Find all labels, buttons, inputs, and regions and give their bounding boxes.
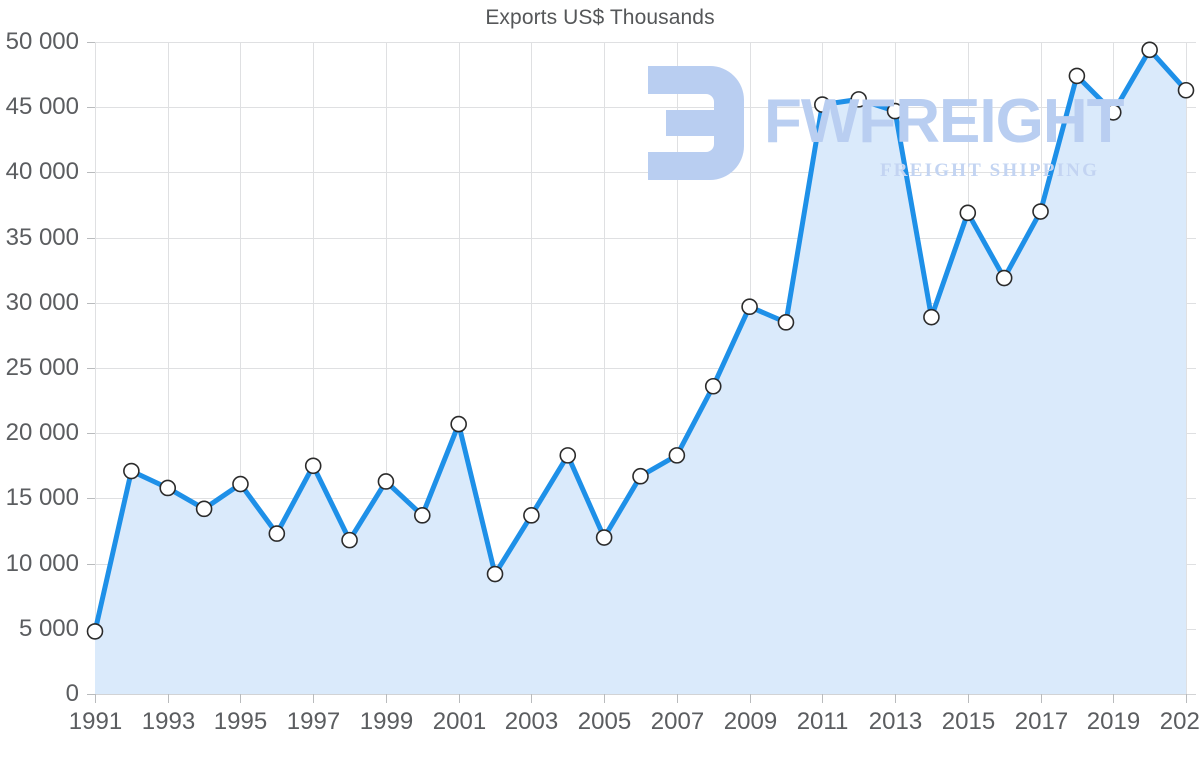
data-point-marker[interactable]	[450, 415, 467, 433]
x-axis-tick-label: 1995	[214, 708, 267, 735]
x-axis-tick-label: 1999	[360, 708, 413, 735]
data-point-marker[interactable]	[741, 298, 758, 316]
x-axis-tick-label: 2021	[1160, 708, 1200, 735]
data-point-marker[interactable]	[377, 473, 395, 490]
y-axis-tick-label: 20 000	[6, 419, 79, 446]
x-axis-tick-label: 2005	[578, 708, 631, 735]
data-point-marker[interactable]	[704, 377, 722, 395]
data-point-marker[interactable]	[850, 91, 868, 108]
data-point-marker[interactable]	[268, 525, 286, 542]
data-point-marker[interactable]	[886, 102, 904, 120]
x-axis-tick-label: 2019	[1087, 708, 1140, 735]
data-point-marker[interactable]	[959, 204, 977, 222]
data-point-marker[interactable]	[413, 507, 431, 524]
x-axis-tick-label: 2003	[505, 708, 558, 735]
x-axis-tick-label: 2015	[942, 708, 995, 735]
data-point-marker[interactable]	[1032, 203, 1049, 220]
data-point-marker[interactable]	[1068, 67, 1086, 85]
data-point-marker[interactable]	[1104, 104, 1122, 121]
data-point-marker[interactable]	[595, 529, 613, 546]
data-point-marker[interactable]	[304, 457, 322, 475]
y-axis-tick-label: 0	[66, 680, 79, 707]
data-point-marker[interactable]	[341, 531, 358, 549]
x-axis-tick-label: 2017	[1015, 708, 1068, 735]
data-point-marker[interactable]	[1141, 41, 1158, 59]
y-axis-tick-label: 40 000	[6, 158, 79, 185]
y-axis-tick-label: 15 000	[6, 484, 79, 511]
x-axis-tick-label: 2009	[724, 708, 777, 735]
data-point-marker[interactable]	[232, 475, 249, 493]
chart-title: Exports US$ Thousands	[485, 6, 715, 29]
y-axis-tick-label: 35 000	[6, 224, 79, 251]
x-axis-tick-label: 2013	[869, 708, 922, 735]
series-area-fill	[95, 49, 1186, 694]
data-point-marker[interactable]	[523, 507, 540, 524]
area-fill-group	[95, 49, 1186, 694]
data-point-markers-group	[86, 41, 1195, 640]
x-axis-tick-label: 2011	[797, 708, 849, 735]
data-point-marker[interactable]	[995, 269, 1013, 287]
data-point-marker[interactable]	[814, 96, 831, 113]
x-axis-tick-label: 2001	[433, 708, 486, 735]
data-point-marker[interactable]	[486, 565, 504, 583]
data-point-marker[interactable]	[777, 314, 795, 331]
data-point-marker[interactable]	[86, 623, 104, 640]
x-axis-tick-label: 1997	[287, 708, 340, 735]
y-axis-tick-label: 5 000	[19, 615, 79, 642]
data-point-marker[interactable]	[1177, 81, 1195, 99]
y-axis-tick-label: 45 000	[6, 93, 79, 120]
y-axis-tick-label: 30 000	[6, 289, 79, 316]
x-axis-tick-labels: 1991 1993 1995 1997 1999 2001 2003 2005 2007 2009…	[69, 708, 1200, 735]
data-point-marker[interactable]	[123, 462, 140, 480]
data-point-marker[interactable]	[559, 447, 577, 464]
x-axis-tick-label: 1993	[142, 708, 195, 735]
data-point-marker[interactable]	[668, 447, 686, 464]
y-axis-tick-label: 10 000	[6, 550, 79, 577]
data-point-marker[interactable]	[632, 467, 649, 485]
y-axis-tick-label: 50 000	[6, 28, 79, 55]
data-point-marker[interactable]	[923, 308, 940, 326]
data-point-marker[interactable]	[159, 479, 177, 497]
y-axis-tick-label: 25 000	[6, 354, 79, 381]
y-axis-tick-labels: 0 5 000 10 000 15 000 20 000 25 000 30 000 35 0…	[6, 28, 79, 707]
data-point-marker[interactable]	[195, 500, 213, 518]
x-axis-tick-label: 2007	[651, 708, 704, 735]
x-axis-tick-label: 1991	[69, 708, 122, 735]
